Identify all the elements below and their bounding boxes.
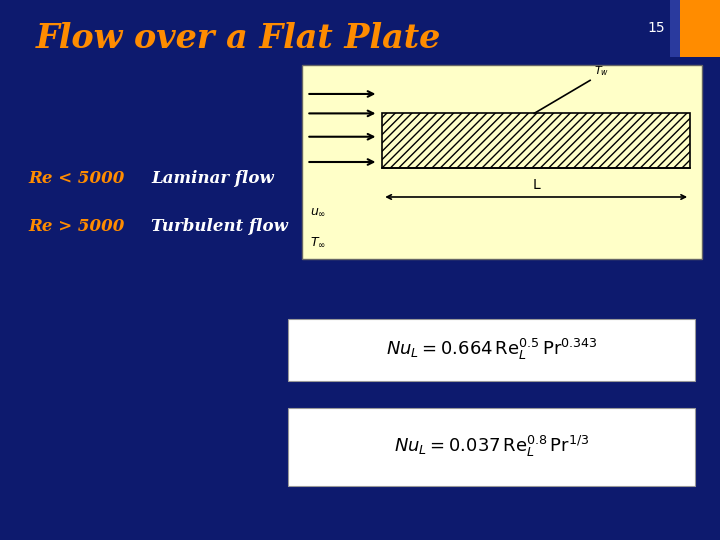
Bar [382,113,690,168]
Text: $u_\infty$: $u_\infty$ [310,205,327,218]
Text: $Nu_L = 0.664\,\mathrm{Re}_L^{0.5}\,\mathrm{Pr}^{0.343}$: $Nu_L = 0.664\,\mathrm{Re}_L^{0.5}\,\mat… [386,337,597,362]
Text: 15: 15 [648,21,665,35]
FancyBboxPatch shape [680,0,720,57]
Text: Re > 5000: Re > 5000 [29,218,125,235]
Text: Flow over a Flat Plate: Flow over a Flat Plate [36,22,441,55]
Text: Turbulent flow: Turbulent flow [151,218,288,235]
Text: Laminar flow: Laminar flow [151,170,274,187]
FancyBboxPatch shape [670,0,680,57]
FancyBboxPatch shape [288,408,695,486]
Text: Re < 5000: Re < 5000 [29,170,125,187]
Text: $T_\infty$: $T_\infty$ [310,236,326,249]
Text: L: L [532,178,540,192]
Text: $Nu_L = 0.037\,\mathrm{Re}_L^{0.8}\,\mathrm{Pr}^{1/3}$: $Nu_L = 0.037\,\mathrm{Re}_L^{0.8}\,\mat… [394,434,589,460]
FancyBboxPatch shape [288,319,695,381]
FancyBboxPatch shape [302,65,702,259]
Text: $T_w$: $T_w$ [594,64,609,78]
